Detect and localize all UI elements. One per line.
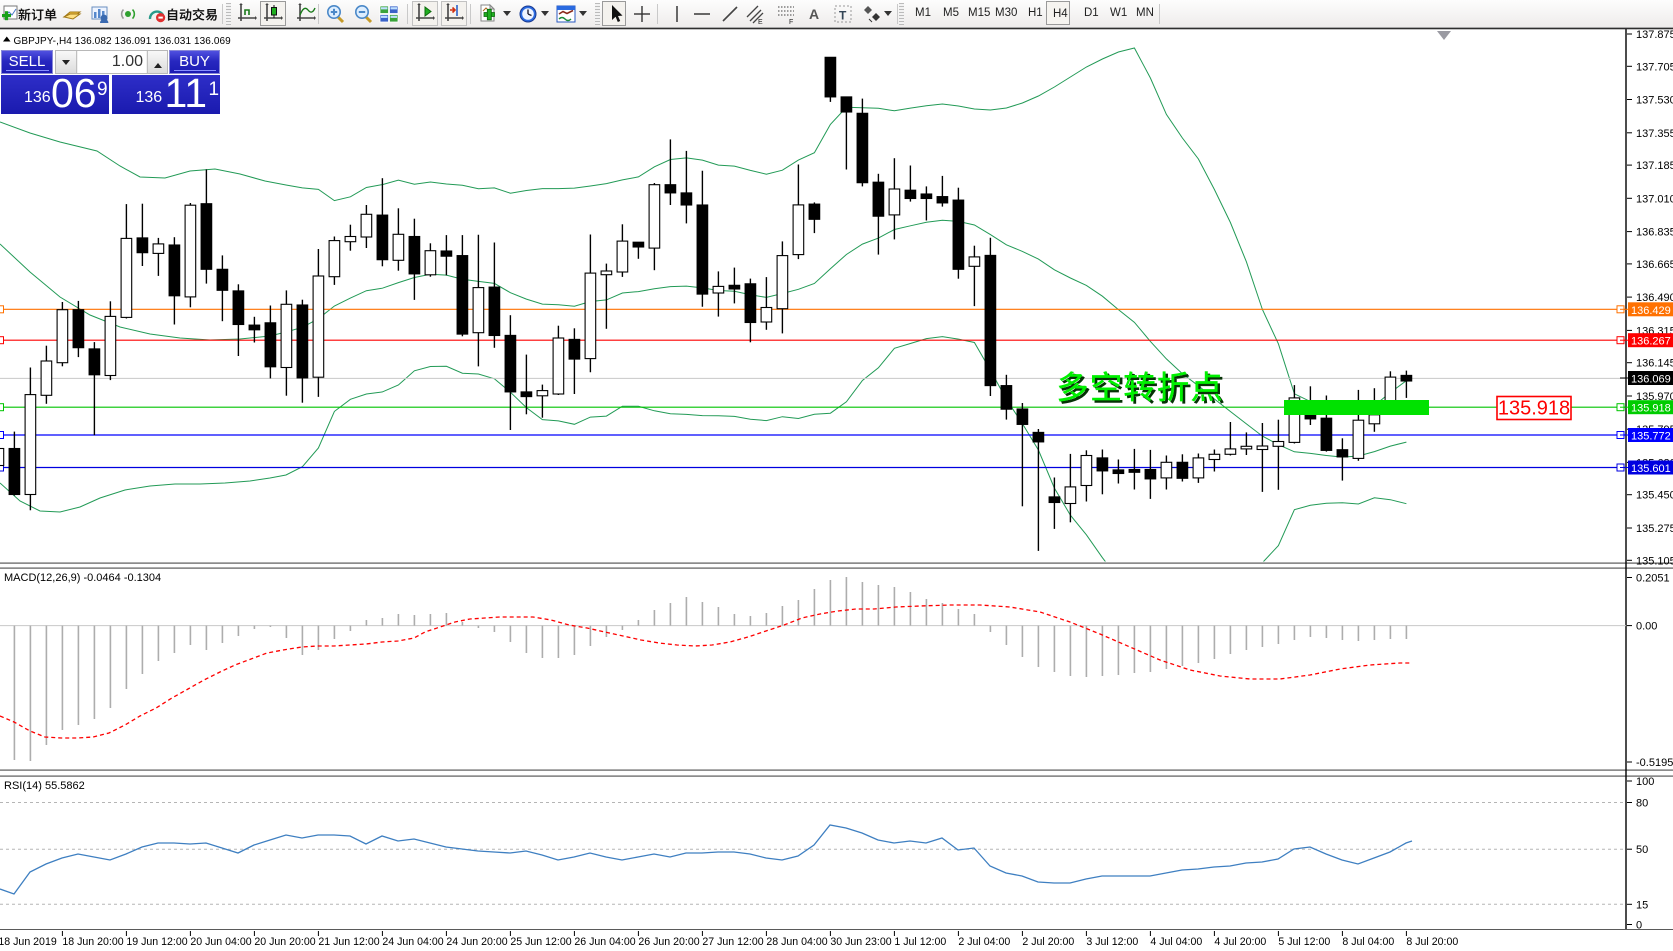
svg-text:135.275: 135.275 [1636,523,1673,535]
svg-text:2 Jul 04:00: 2 Jul 04:00 [958,936,1010,948]
svg-text:30 Jun 23:00: 30 Jun 23:00 [830,936,891,948]
svg-text:4 Jul 20:00: 4 Jul 20:00 [1214,936,1266,948]
svg-text:0.00: 0.00 [1636,621,1657,633]
svg-text:137.010: 137.010 [1636,193,1673,205]
svg-text:8 Jul 04:00: 8 Jul 04:00 [1342,936,1394,948]
svg-text:137.355: 137.355 [1636,128,1673,140]
svg-text:26 Jun 04:00: 26 Jun 04:00 [574,936,635,948]
svg-text:15: 15 [1636,899,1648,911]
svg-text:-0.5195: -0.5195 [1636,757,1673,769]
svg-text:136.145: 136.145 [1636,358,1673,370]
svg-text:24 Jun 20:00: 24 Jun 20:00 [446,936,507,948]
svg-text:2 Jul 20:00: 2 Jul 20:00 [1022,936,1074,948]
svg-text:135.601: 135.601 [1631,463,1671,475]
svg-text:E: E [758,19,763,25]
svg-text:MACD(12,26,9) -0.0464 -0.1304: MACD(12,26,9) -0.0464 -0.1304 [4,572,161,584]
svg-text:137.530: 137.530 [1636,95,1673,107]
svg-text:20 Jun 04:00: 20 Jun 04:00 [190,936,251,948]
svg-text:136.835: 136.835 [1636,227,1673,239]
svg-text:T: T [839,9,847,23]
svg-text:100: 100 [1636,776,1654,788]
svg-text:136.267: 136.267 [1631,336,1671,348]
svg-text:26 Jun 20:00: 26 Jun 20:00 [638,936,699,948]
svg-text:135.970: 135.970 [1636,391,1673,403]
svg-text:136.429: 136.429 [1631,305,1671,317]
svg-text:F: F [789,19,793,25]
svg-text:136.069: 136.069 [1631,374,1671,386]
svg-text:21 Jun 12:00: 21 Jun 12:00 [318,936,379,948]
svg-text:50: 50 [1636,844,1648,856]
svg-text:136.665: 136.665 [1636,259,1673,271]
svg-text:8 Jul 20:00: 8 Jul 20:00 [1406,936,1458,948]
svg-text:18 Jun 2019: 18 Jun 2019 [0,936,57,948]
svg-text:27 Jun 12:00: 27 Jun 12:00 [702,936,763,948]
svg-text:80: 80 [1636,798,1648,810]
svg-text:0.2051: 0.2051 [1636,573,1670,585]
svg-text:5 Jul 12:00: 5 Jul 12:00 [1278,936,1330,948]
svg-text:0: 0 [1636,920,1642,932]
svg-text:20 Jun 20:00: 20 Jun 20:00 [254,936,315,948]
svg-text:19 Jun 12:00: 19 Jun 12:00 [126,936,187,948]
svg-text:137.705: 137.705 [1636,61,1673,73]
svg-text:25 Jun 12:00: 25 Jun 12:00 [510,936,571,948]
svg-text:135.105: 135.105 [1636,555,1673,567]
svg-text:137.875: 137.875 [1636,29,1673,41]
svg-text:135.918: 135.918 [1631,403,1671,415]
svg-text:1 Jul 12:00: 1 Jul 12:00 [894,936,946,948]
svg-text:137.185: 137.185 [1636,160,1673,172]
svg-text:RSI(14) 55.5862: RSI(14) 55.5862 [4,780,85,792]
svg-text:135.918: 135.918 [1498,398,1570,420]
svg-text:135.450: 135.450 [1636,490,1673,502]
svg-text:135.772: 135.772 [1631,431,1671,443]
svg-text:GBPJPY-,H4 136.082 136.091 13: GBPJPY-,H4 136.082 136.091 136.031 136.0… [14,36,232,47]
svg-text:24 Jun 04:00: 24 Jun 04:00 [382,936,443,948]
svg-text:28 Jun 04:00: 28 Jun 04:00 [766,936,827,948]
svg-text:136.490: 136.490 [1636,292,1673,304]
svg-text:3 Jul 12:00: 3 Jul 12:00 [1086,936,1138,948]
svg-text:4 Jul 04:00: 4 Jul 04:00 [1150,936,1202,948]
svg-text:18 Jun 20:00: 18 Jun 20:00 [62,936,123,948]
